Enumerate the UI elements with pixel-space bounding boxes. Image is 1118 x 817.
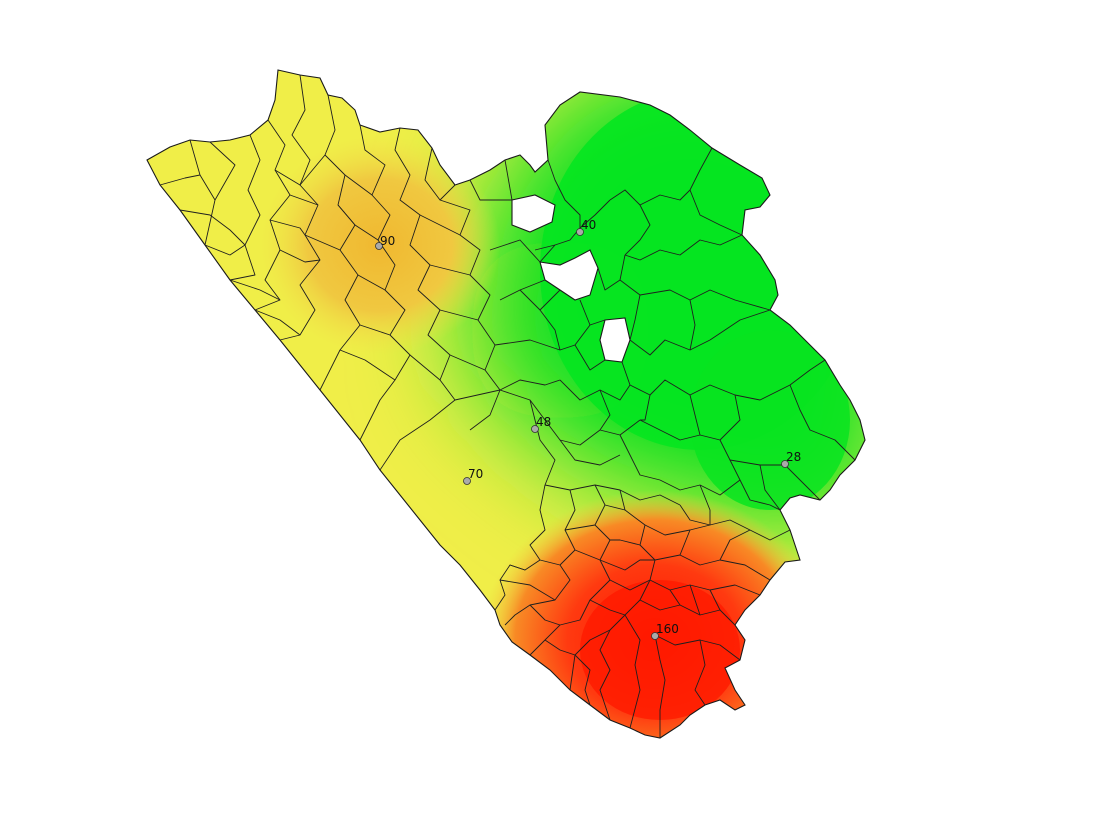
station-markers: 90 40 48 28 70 160 xyxy=(375,218,801,640)
station-point xyxy=(576,228,584,236)
station-label: 160 xyxy=(656,622,679,636)
station-label: 48 xyxy=(536,415,551,429)
station-point xyxy=(375,242,383,250)
interpolated-surface xyxy=(147,70,865,738)
municipality-boundaries xyxy=(159,74,856,738)
station-point xyxy=(781,460,789,468)
station-label: 90 xyxy=(380,234,395,248)
station-label: 70 xyxy=(468,467,483,481)
station-point xyxy=(651,632,659,640)
station-point xyxy=(531,425,539,433)
station-point xyxy=(463,477,471,485)
station-label: 28 xyxy=(786,450,801,464)
station-label: 40 xyxy=(581,218,596,232)
